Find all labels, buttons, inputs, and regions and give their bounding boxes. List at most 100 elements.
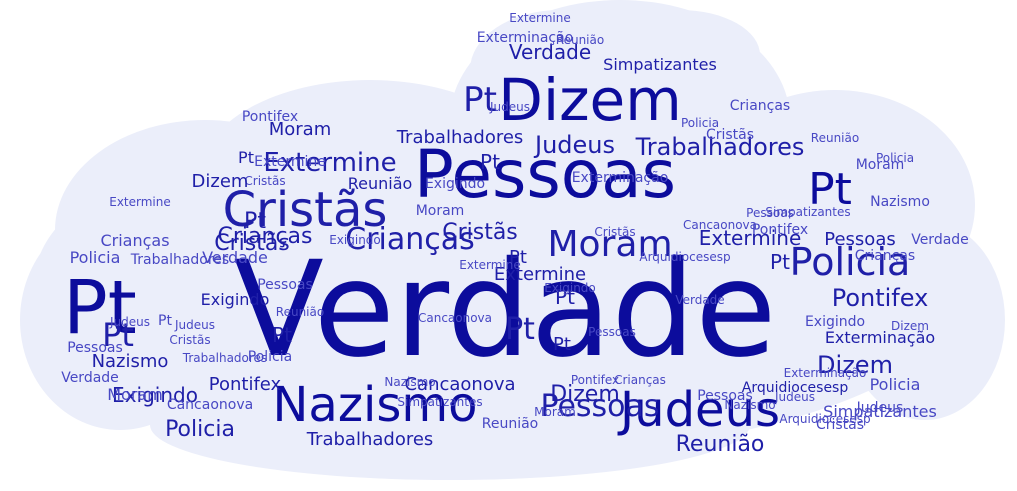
cloud-word-pt: Pt (463, 80, 497, 120)
cloud-word-pontifex: Pontifex (570, 373, 620, 387)
cloud-word-reuniao: Reunião (481, 416, 539, 432)
cloud-word-nazismo: Nazismo (870, 194, 930, 210)
cloud-word-pessoas: Pessoas (588, 325, 636, 339)
cloud-word-pt: Pt (480, 150, 500, 174)
cloud-word-cristas: Cristãs (815, 417, 865, 433)
cloud-word-extermine: Extermine (459, 258, 521, 272)
cloud-word-dizem: Dizem (498, 66, 682, 134)
cloud-word-judeus: Judeus (856, 400, 904, 416)
cloud-word-policia: Policia (680, 116, 720, 130)
cloud-word-simpatizantes: Simpatizantes (603, 55, 717, 74)
cloud-word-cancaonova: Cancaonova (682, 218, 758, 232)
cloud-word-judeus: Judeus (774, 390, 816, 404)
cloud-word-policia: Policia (247, 349, 293, 365)
cloud-word-pt: Pt (158, 313, 172, 329)
cloud-word-pontifex: Pontifex (241, 109, 299, 125)
cloud-word-pontifex: Pontifex (831, 284, 929, 312)
cloud-word-exigindo: Exigindo (112, 383, 198, 407)
cloud-word-arquidiocesesp: Arquidiocesesp (779, 412, 871, 426)
cloud-word-exterminacao: Exterminação (783, 366, 867, 380)
cloud-word-exigindo: Exigindo (804, 314, 866, 330)
cloud-word-pt: Pt (63, 265, 137, 351)
cloud-word-policia: Policia (69, 248, 121, 267)
cloud-word-exigindo: Exigindo (200, 290, 270, 309)
cloud-word-exigindo: Exigindo (329, 233, 381, 247)
cloud-word-criancas: Crianças (217, 224, 313, 249)
cloud-word-criancas: Crianças (614, 373, 666, 387)
cloud-word-simpatizantes: Simpatizantes (397, 395, 483, 409)
cloud-word-extermine: Extermine (109, 195, 171, 209)
cloud-word-dizem: Dizem (191, 171, 249, 192)
cloud-word-exterminacao: Exterminação (824, 328, 936, 347)
cloud-word-pt: Pt (553, 334, 571, 355)
cloud-word-cristas: Cristãs (442, 220, 518, 245)
cloud-word-pt: Pt (272, 323, 292, 347)
cloud-word-judeus: Judeus (109, 315, 151, 329)
cloud-word-pt: Pt (238, 148, 254, 167)
cloud-word-extermine: Extermine (263, 148, 397, 178)
cloud-word-cancaonova: Cancaonova (404, 374, 516, 395)
cloud-word-pontifex: Pontifex (208, 374, 282, 395)
cloud-word-pessoas: Pessoas (413, 136, 677, 213)
cloud-word-pt: Pt (244, 209, 266, 234)
cloud-word-cancaonova: Cancaonova (166, 397, 254, 413)
cloud-word-nazismo: Nazismo (272, 377, 478, 433)
cloud-word-judeus: Judeus (619, 382, 781, 438)
cloud-word-criancas: Crianças (854, 248, 916, 264)
cloud-word-pessoas: Pessoas (746, 206, 794, 220)
cloud-word-verdade: Verdade (233, 233, 777, 387)
cloud-word-cristas: Cristãs (169, 333, 211, 347)
cloud-word-cancaonova: Cancaonova (417, 311, 493, 325)
cloud-word-nazismo: Nazismo (724, 398, 776, 412)
cloud-word-policia: Policia (789, 240, 911, 284)
cloud-word-policia: Policia (875, 151, 915, 165)
cloud-word-reuniao: Reunião (810, 131, 860, 145)
cloud-word-extermine: Extermine (698, 226, 802, 250)
cloud-word-dizem: Dizem (891, 319, 929, 333)
cloud-word-nazismo: Nazismo (384, 375, 436, 389)
cloud-word-pt: Pt (102, 316, 134, 354)
cloud-word-judeus: Judeus (534, 131, 616, 159)
cloud-word-cristas: Cristãs (214, 231, 290, 256)
cloud-word-pt: Pt (509, 247, 527, 268)
cloud-word-nazismo: Nazismo (91, 351, 169, 372)
cloud-word-criancas: Crianças (729, 98, 791, 114)
cloud-word-policia: Policia (869, 375, 921, 394)
cloud-word-exigindo: Exigindo (424, 176, 486, 192)
cloud-word-exterminacao: Exterminação (571, 170, 669, 186)
cloud-word-dizem: Dizem (817, 351, 893, 379)
cloud-word-pessoas: Pessoas (540, 389, 660, 424)
cloud-word-moram: Moram (534, 405, 576, 419)
cloud-word-extermine: Extermine (254, 154, 326, 170)
cloud-word-cristas: Cristãs (244, 174, 286, 188)
cloud-word-dizem: Dizem (550, 382, 620, 407)
cloud-word-moram: Moram (547, 224, 673, 265)
cloud-word-verdade: Verdade (911, 232, 969, 248)
cloud-word-reuniao: Reunião (675, 432, 765, 457)
cloud-word-verdade: Verdade (61, 370, 119, 386)
cloud-word-arquidiocesesp: Arquidiocesesp (741, 380, 849, 396)
cloud-word-pt: Pt (808, 164, 852, 215)
cloud-word-trabalhadores: Trabalhadores (306, 429, 434, 450)
cloud-word-exigindo: Exigindo (544, 281, 596, 295)
cloud-word-verdade: Verdade (675, 293, 725, 307)
cloud-word-pontifex: Pontifex (751, 222, 809, 238)
cloud-word-verdade: Verdade (508, 40, 592, 64)
cloud-word-pessoas: Pessoas (697, 388, 753, 404)
cloud-word-reuniao: Reunião (347, 174, 413, 193)
cloud-word-simpatizantes: Simpatizantes (765, 205, 851, 219)
cloud-word-moram: Moram (268, 119, 332, 140)
cloud-word-policia: Policia (165, 417, 235, 442)
cloud-word-reuniao: Reunião (275, 305, 325, 319)
cloud-word-moram: Moram (415, 203, 465, 219)
cloud-word-arquidiocesesp: Arquidiocesesp (639, 250, 731, 264)
cloud-word-pt: Pt (505, 312, 535, 347)
cloud-word-pessoas: Pessoas (67, 340, 123, 356)
cloud-word-cristas: Cristãs (705, 127, 755, 143)
cloud-word-moram: Moram (855, 157, 905, 173)
cloud-word-simpatizantes: Simpatizantes (823, 402, 937, 421)
cloud-word-pt: Pt (770, 250, 790, 274)
cloud-word-reuniao: Reunião (555, 33, 605, 47)
